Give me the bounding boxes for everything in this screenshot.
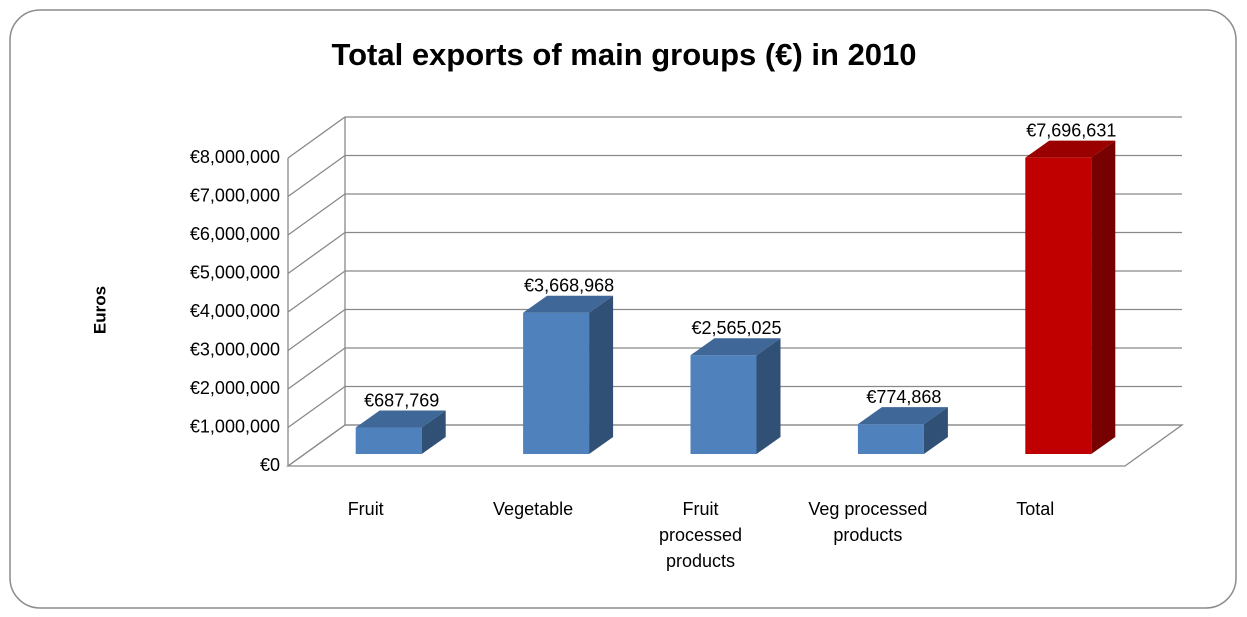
bar-front: [857, 424, 924, 454]
bar-side: [421, 410, 446, 454]
bar-side: [589, 295, 614, 454]
x-tick-label: Fruit: [347, 499, 384, 519]
bar-side: [923, 407, 948, 454]
value-label: €2,565,025: [691, 318, 781, 338]
value-label: €7,696,631: [1026, 120, 1116, 140]
bar-front: [690, 355, 757, 454]
value-label: €3,668,968: [524, 275, 614, 295]
x-tick-label: Vegetable: [493, 499, 574, 519]
x-tick-label: Fruit processed products: [658, 499, 743, 571]
x-tick-label: Total: [1016, 499, 1055, 519]
grid-line: [287, 193, 1182, 236]
y-tick-label: €7,000,000: [190, 185, 280, 205]
y-tick-label: €8,000,000: [190, 147, 280, 167]
bar-top: [690, 338, 781, 356]
grid-line: [287, 154, 1182, 198]
value-label: €687,769: [364, 390, 439, 410]
x-tick-label: Veg processed products: [808, 499, 928, 545]
value-label: €774,868: [866, 387, 941, 407]
bar-top: [523, 295, 614, 313]
bar-front: [1025, 157, 1092, 455]
chart-title: Total exports of main groups (€) in 2010: [331, 37, 916, 72]
bar-front: [523, 312, 590, 454]
y-tick-label: €3,000,000: [190, 339, 280, 359]
bar-side: [1091, 140, 1116, 455]
grid-line: [287, 270, 1182, 313]
y-tick-label: €0: [260, 455, 280, 475]
grid-line: [287, 116, 1182, 159]
bar-top: [857, 407, 948, 425]
bar-front: [355, 427, 422, 454]
y-tick-label: €6,000,000: [190, 224, 280, 244]
bar-side: [756, 338, 781, 454]
y-tick-label: €4,000,000: [190, 301, 280, 321]
y-tick-label: €1,000,000: [190, 416, 280, 436]
y-tick-label: €2,000,000: [190, 378, 280, 398]
grid-line: [287, 347, 1182, 390]
grid-line: [287, 231, 1182, 275]
bar-top: [355, 410, 446, 428]
bar-top: [1025, 140, 1116, 158]
grid-line: [287, 308, 1182, 352]
y-axis-label: Euros: [90, 286, 109, 334]
y-tick-label: €5,000,000: [190, 262, 280, 282]
grid-line: [287, 385, 1182, 429]
